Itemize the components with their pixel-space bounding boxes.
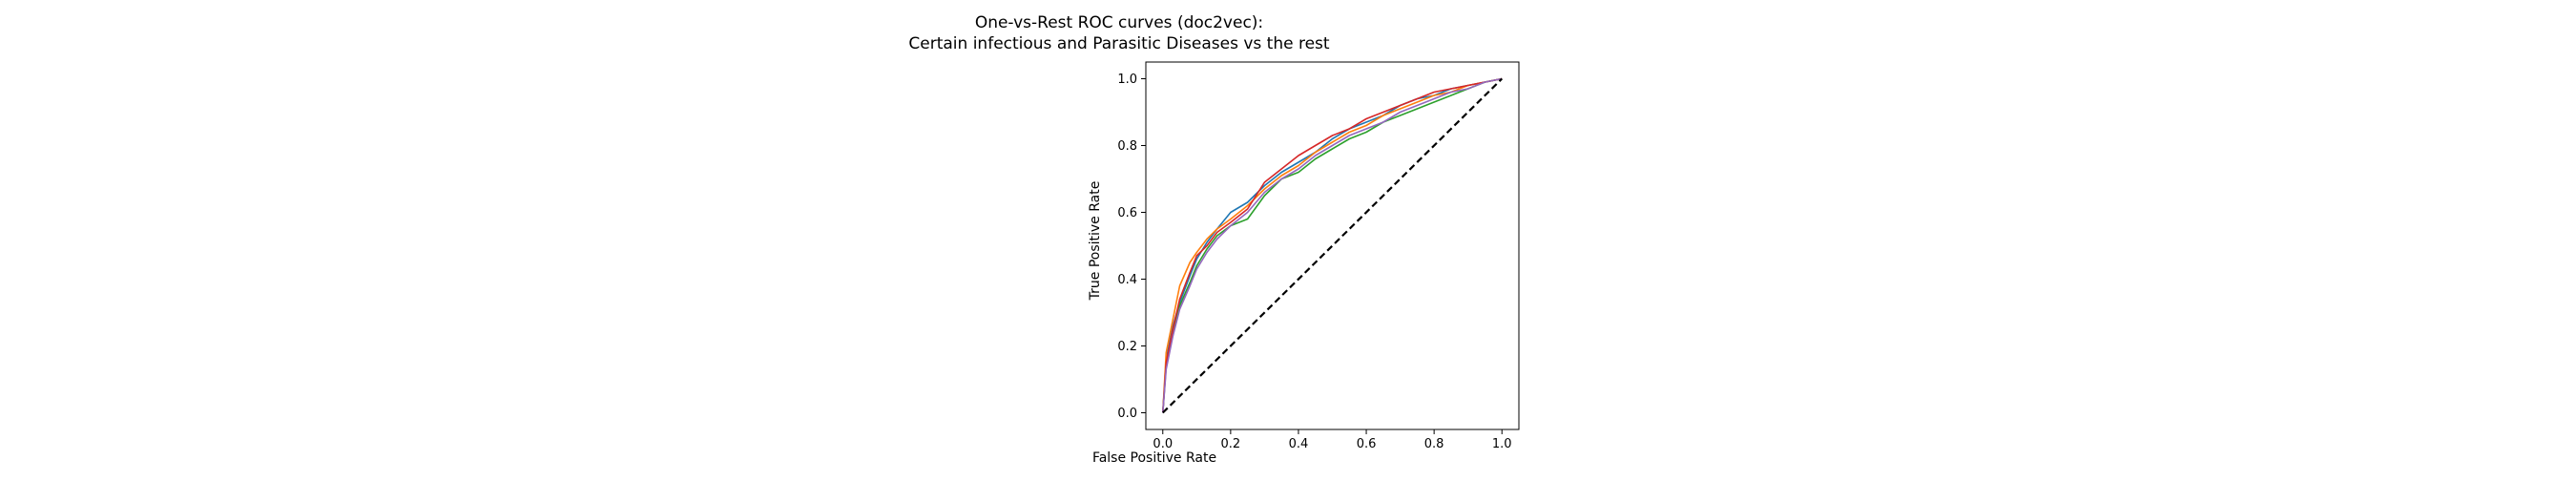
x-tick-label: 0.6	[1357, 437, 1377, 451]
y-tick-label: 0.4	[1117, 273, 1137, 287]
y-tick-label: 0.2	[1117, 340, 1137, 354]
chance-diagonal-line	[1162, 77, 1503, 414]
roc-curve-4	[1162, 77, 1503, 413]
roc-curve-3	[1162, 77, 1503, 413]
y-tick-label: 0.8	[1117, 139, 1137, 154]
x-tick-label: 1.0	[1492, 437, 1512, 451]
x-tick-label: 0.8	[1424, 437, 1444, 451]
x-axis-label: False Positive Rate	[1092, 450, 1216, 466]
x-tick-label: 0.4	[1289, 437, 1309, 451]
x-tick-label: 0.0	[1153, 437, 1173, 451]
x-tick-label: 0.2	[1221, 437, 1241, 451]
plot-area: 0.0 0.2 0.4 0.6 0.8 1.0 0.0 0.2 0.4 0.6 0.8 1.0	[1117, 61, 1520, 451]
roc-curve-5	[1162, 77, 1503, 413]
chart-title: One-vs-Rest ROC curves (doc2vec):	[975, 13, 1263, 32]
roc-curve-2	[1162, 77, 1503, 413]
y-axis-label: True Positive Rate	[1088, 181, 1103, 302]
y-tick-label: 1.0	[1117, 73, 1137, 87]
chart-subtitle: Certain infectious and Parasitic Disease…	[908, 34, 1330, 53]
y-tick-label: 0.0	[1117, 407, 1137, 421]
y-tick-label: 0.6	[1117, 206, 1137, 220]
axes-frame	[1145, 61, 1520, 430]
